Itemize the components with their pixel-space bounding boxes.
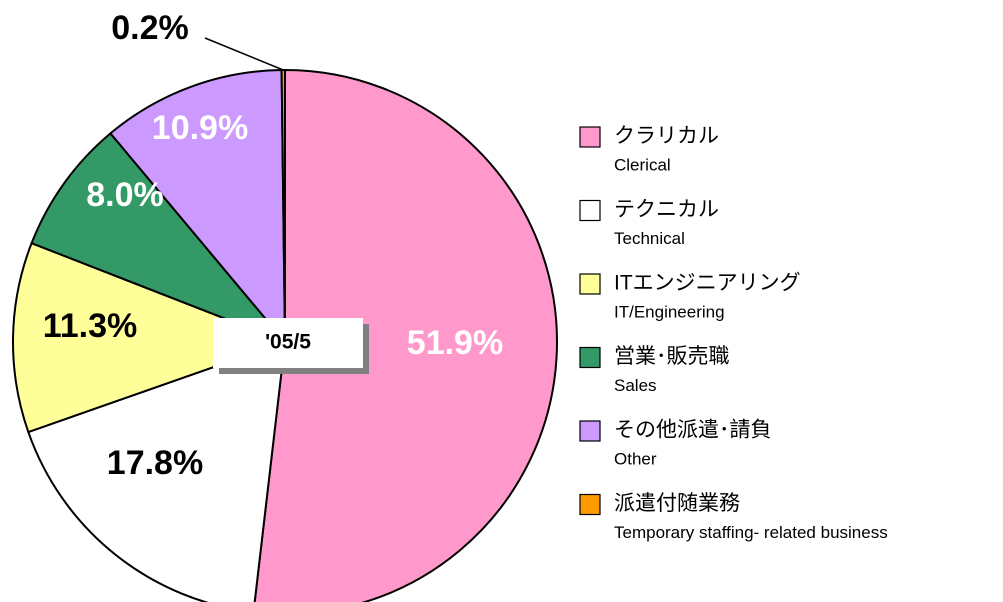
legend-label: 派遣付随業務: [614, 492, 740, 515]
pie: [12, 68, 558, 602]
pie-slice: [109, 69, 287, 345]
pie-slice: [30, 131, 286, 343]
data-label: 51.9%: [407, 324, 503, 362]
center-label: '05/5: [265, 331, 311, 354]
legend-label: テクニカル: [614, 198, 719, 221]
legend-label: ITエンジニアリング: [614, 272, 801, 295]
legend-label: クラリカル: [614, 125, 719, 148]
legend-label-en: IT/Engineering: [614, 302, 725, 321]
legend-label-en: Technical: [614, 229, 685, 248]
legend-swatch: [579, 199, 601, 222]
legend-label-en: Other: [614, 449, 657, 468]
data-label: 0.2%: [111, 9, 189, 47]
legend-label: 営業･販売職: [614, 345, 730, 368]
pie-slice: [27, 340, 287, 602]
legend-label-en: Sales: [614, 376, 657, 395]
leader-line: [204, 37, 284, 71]
legend-label-en: Clerical: [614, 155, 671, 174]
data-label: 17.8%: [107, 444, 203, 482]
legend-swatch: [579, 346, 601, 369]
legend-swatch: [579, 420, 601, 442]
center-box: [213, 318, 363, 368]
legend-swatch: [579, 126, 601, 148]
pie-slice: [12, 241, 288, 434]
data-label: 10.9%: [152, 109, 248, 147]
pie-slice: [253, 68, 558, 602]
legend-label-en: Temporary staffing- related business: [614, 523, 888, 542]
legend-swatch: [579, 273, 601, 295]
legend-label: その他派遣･請負: [614, 419, 772, 442]
legend-swatch: [579, 493, 601, 516]
data-label: 11.3%: [43, 307, 138, 345]
data-label: 8.0%: [86, 176, 164, 214]
